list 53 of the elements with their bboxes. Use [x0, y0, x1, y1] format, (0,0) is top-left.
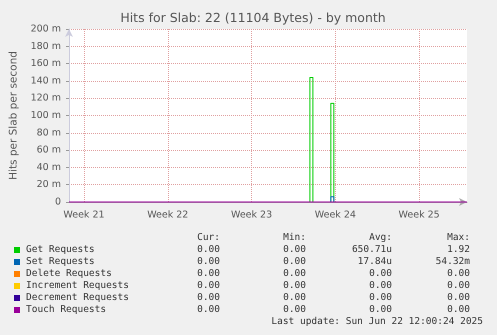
text: 0.00	[283, 304, 306, 316]
x-tick-label: Week 21	[63, 210, 105, 220]
legend-label: Touch Requests	[26, 304, 106, 316]
y-tick-label: 200 m	[30, 24, 61, 34]
text: 0.00	[197, 292, 220, 304]
text: 0.00	[283, 280, 306, 292]
y-tick-label: 120 m	[30, 92, 61, 104]
y-tick-label: 40 m	[36, 162, 61, 173]
legend-label: Decrement Requests	[26, 292, 129, 304]
y-tick-label: 20 m	[36, 179, 61, 190]
text: 0.00	[283, 292, 306, 304]
y-tick-label: 180 m	[30, 40, 61, 52]
text: Last update: Sun Jun 22 12:00:24 2025	[271, 316, 483, 328]
text: 0.00	[369, 304, 392, 316]
text: 0.00	[369, 280, 392, 292]
y-tick-label: 140 m	[30, 75, 61, 86]
legend-label: Delete Requests	[26, 268, 112, 280]
text: 0.00	[283, 256, 306, 268]
text: 0.00	[197, 280, 220, 292]
text: 0.00	[369, 292, 392, 304]
y-tick-label: 80 m	[36, 127, 61, 138]
chart-title: Hits for Slab: 22 (11104 Bytes) - by month	[120, 10, 386, 25]
legend-label: Set Requests	[26, 256, 95, 268]
text: Cur:	[197, 232, 220, 244]
text: 0.00	[283, 244, 306, 256]
text: 0.00	[447, 280, 470, 292]
y-tick-label: 100 m	[30, 110, 61, 121]
y-tick-label: 0	[54, 196, 61, 208]
text: Max:	[447, 232, 470, 244]
text: 0.00	[197, 244, 220, 256]
x-tick-label: Week 24	[314, 210, 356, 220]
text: 0.00	[283, 268, 306, 280]
text: 0.00	[197, 304, 220, 316]
legend-label: Get Requests	[26, 244, 95, 256]
text: 54.32m	[436, 256, 470, 268]
text: Min:	[283, 232, 306, 244]
text: 1.92	[447, 244, 470, 256]
x-tick-label: Week 23	[230, 210, 272, 220]
text: 0.00	[197, 256, 220, 268]
legend-label: Increment Requests	[26, 280, 129, 292]
text: 0.00	[447, 292, 470, 304]
y-tick-label: 60 m	[36, 144, 61, 156]
text: 0.00	[197, 268, 220, 280]
y-tick-label: 160 m	[30, 58, 61, 70]
text: 650.71u	[352, 244, 392, 256]
y-axis-title: Hits per Slab per second	[8, 51, 20, 180]
text: 0.00	[369, 268, 392, 280]
text: 17.84u	[358, 256, 392, 268]
text: Avg:	[369, 232, 392, 244]
x-tick-label: Week 25	[398, 210, 440, 220]
text: 0.00	[447, 268, 470, 280]
text: 0.00	[447, 304, 470, 316]
x-tick-label: Week 22	[147, 210, 188, 220]
